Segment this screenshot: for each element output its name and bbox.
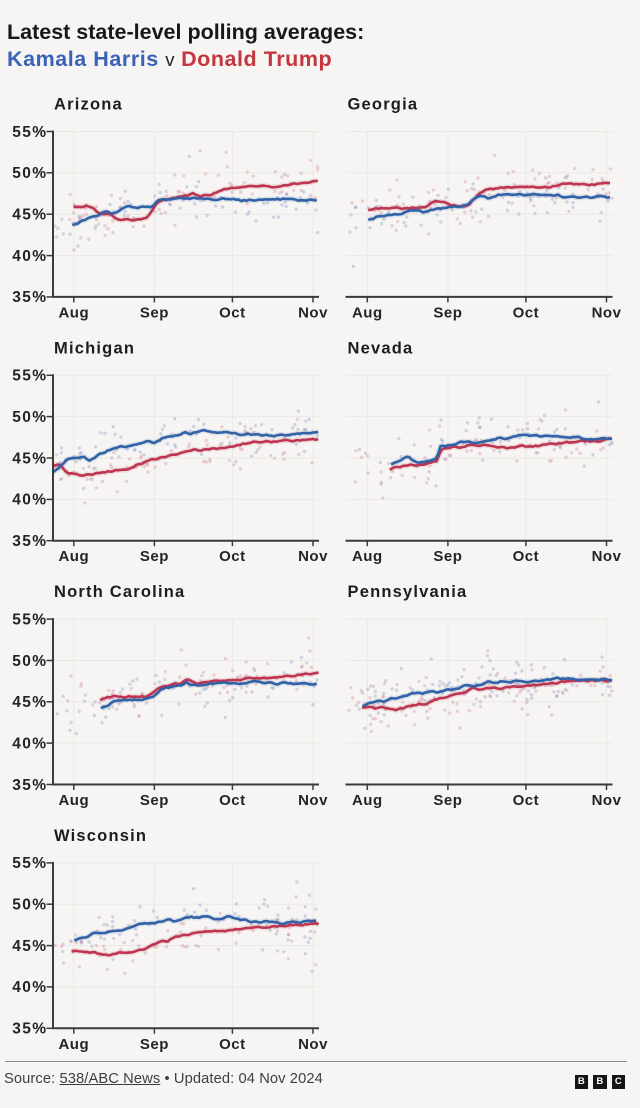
svg-text:40%: 40%: [12, 248, 47, 265]
svg-text:45%: 45%: [12, 938, 47, 955]
svg-text:55%: 55%: [12, 368, 47, 385]
svg-text:55%: 55%: [12, 124, 47, 141]
svg-text:Oct: Oct: [219, 548, 246, 565]
svg-text:Oct: Oct: [513, 304, 540, 321]
svg-text:40%: 40%: [12, 735, 47, 752]
svg-text:50%: 50%: [12, 897, 47, 914]
svg-text:Aug: Aug: [352, 548, 383, 565]
svg-text:Sep: Sep: [140, 1036, 169, 1053]
svg-text:Nov: Nov: [298, 792, 328, 809]
svg-text:Nov: Nov: [592, 304, 622, 321]
svg-text:45%: 45%: [12, 450, 47, 467]
svg-text:Aug: Aug: [58, 548, 89, 565]
svg-text:Nov: Nov: [592, 548, 622, 565]
svg-text:Oct: Oct: [513, 792, 540, 809]
svg-text:55%: 55%: [12, 611, 47, 628]
svg-text:North Carolina: North Carolina: [54, 583, 185, 601]
svg-text:Sep: Sep: [433, 304, 462, 321]
svg-text:Arizona: Arizona: [54, 96, 123, 114]
svg-text:40%: 40%: [12, 492, 47, 509]
svg-text:55%: 55%: [12, 855, 47, 872]
svg-text:35%: 35%: [12, 533, 47, 550]
svg-text:50%: 50%: [12, 165, 47, 182]
svg-text:45%: 45%: [12, 207, 47, 224]
svg-text:Sep: Sep: [433, 792, 462, 809]
svg-text:Aug: Aug: [58, 792, 89, 809]
svg-text:Sep: Sep: [140, 304, 169, 321]
svg-text:Aug: Aug: [352, 792, 383, 809]
svg-text:Michigan: Michigan: [54, 339, 135, 357]
svg-text:50%: 50%: [12, 409, 47, 426]
svg-text:Sep: Sep: [140, 792, 169, 809]
svg-text:35%: 35%: [12, 777, 47, 794]
svg-text:Oct: Oct: [219, 792, 246, 809]
svg-text:Nov: Nov: [298, 304, 328, 321]
svg-text:Wisconsin: Wisconsin: [54, 827, 147, 845]
svg-text:Georgia: Georgia: [348, 96, 419, 114]
svg-text:40%: 40%: [12, 979, 47, 996]
svg-text:Sep: Sep: [433, 548, 462, 565]
svg-text:Aug: Aug: [352, 304, 383, 321]
svg-text:Sep: Sep: [140, 548, 169, 565]
svg-text:Oct: Oct: [513, 548, 540, 565]
svg-text:Oct: Oct: [219, 1036, 246, 1053]
svg-text:45%: 45%: [12, 694, 47, 711]
svg-text:Nov: Nov: [592, 792, 622, 809]
svg-text:Nov: Nov: [298, 548, 328, 565]
svg-text:Aug: Aug: [58, 304, 89, 321]
svg-text:Aug: Aug: [58, 1036, 89, 1053]
svg-text:Pennsylvania: Pennsylvania: [348, 583, 468, 601]
svg-text:50%: 50%: [12, 653, 47, 670]
svg-text:Nov: Nov: [298, 1036, 328, 1053]
svg-text:Nevada: Nevada: [348, 339, 414, 357]
svg-text:35%: 35%: [12, 289, 47, 306]
svg-text:Oct: Oct: [219, 304, 246, 321]
svg-text:35%: 35%: [12, 1021, 47, 1038]
